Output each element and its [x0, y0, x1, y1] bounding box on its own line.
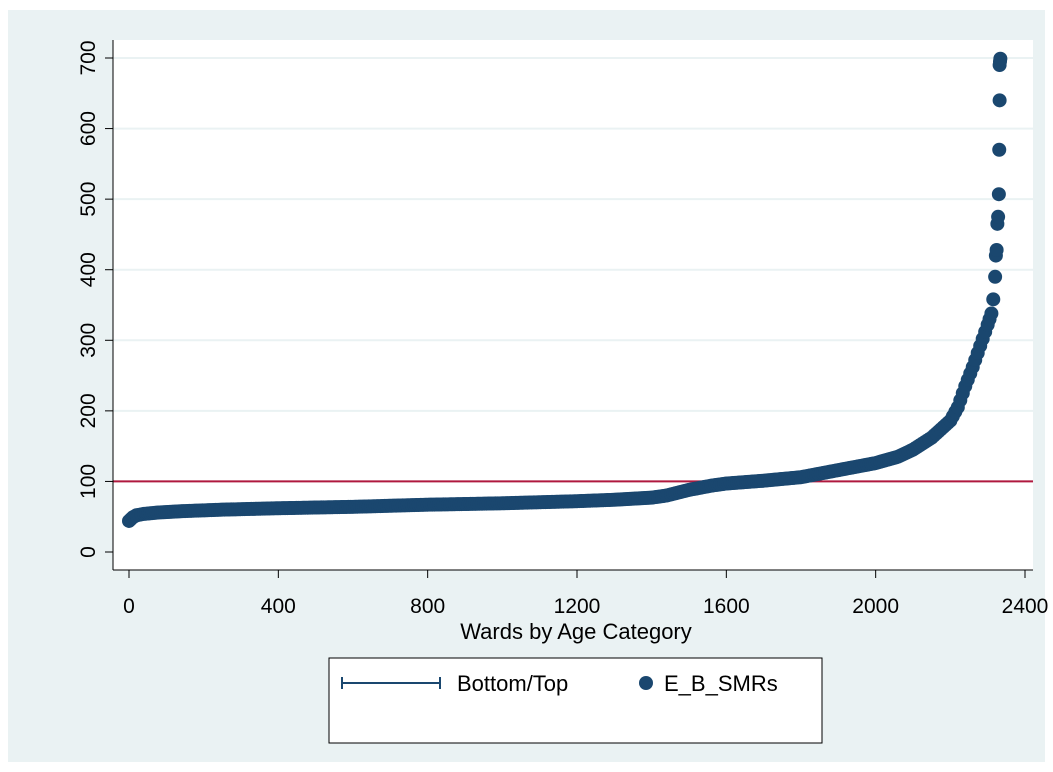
- y-tick-label: 100: [77, 464, 100, 499]
- x-tick-label: 800: [410, 595, 445, 618]
- plot-area: [113, 40, 1033, 570]
- data-point: [991, 187, 1006, 202]
- legend-label-e-b-smrs: E_B_SMRs: [664, 671, 778, 696]
- x-axis-ticks: 0 400 800 1200 1600 2000 2400: [123, 570, 1048, 618]
- legend-dot-symbol: [639, 676, 653, 690]
- data-point: [993, 51, 1008, 66]
- legend-box: [328, 657, 823, 744]
- legend-label-bottom-top: Bottom/Top: [457, 671, 568, 696]
- data-point: [989, 242, 1004, 257]
- y-tick-label: 0: [77, 546, 100, 558]
- y-tick-label: 400: [77, 252, 100, 287]
- data-point: [992, 93, 1007, 108]
- data-point: [992, 142, 1007, 157]
- legend: Bottom/Top E_B_SMRs: [328, 657, 823, 744]
- x-axis-title: Wards by Age Category: [460, 619, 692, 644]
- data-point: [988, 269, 1003, 284]
- x-tick-label: 0: [123, 595, 135, 618]
- x-tick-label: 1600: [703, 595, 750, 618]
- x-tick-label: 400: [261, 595, 296, 618]
- x-tick-label: 2000: [852, 595, 899, 618]
- data-point: [984, 306, 999, 321]
- y-tick-label: 200: [77, 393, 100, 428]
- legend-capped-line-symbol: [341, 677, 441, 689]
- y-axis-ticks: 0 100 200 300 400 500 600 700: [77, 40, 113, 558]
- y-tick-label: 700: [77, 40, 100, 75]
- data-points: [122, 51, 1008, 528]
- y-tick-label: 300: [77, 323, 100, 358]
- y-tick-label: 600: [77, 111, 100, 146]
- x-tick-label: 2400: [1002, 595, 1049, 618]
- y-tick-label: 500: [77, 182, 100, 217]
- data-point: [986, 292, 1001, 307]
- x-tick-label: 1200: [554, 595, 601, 618]
- data-point: [991, 209, 1006, 224]
